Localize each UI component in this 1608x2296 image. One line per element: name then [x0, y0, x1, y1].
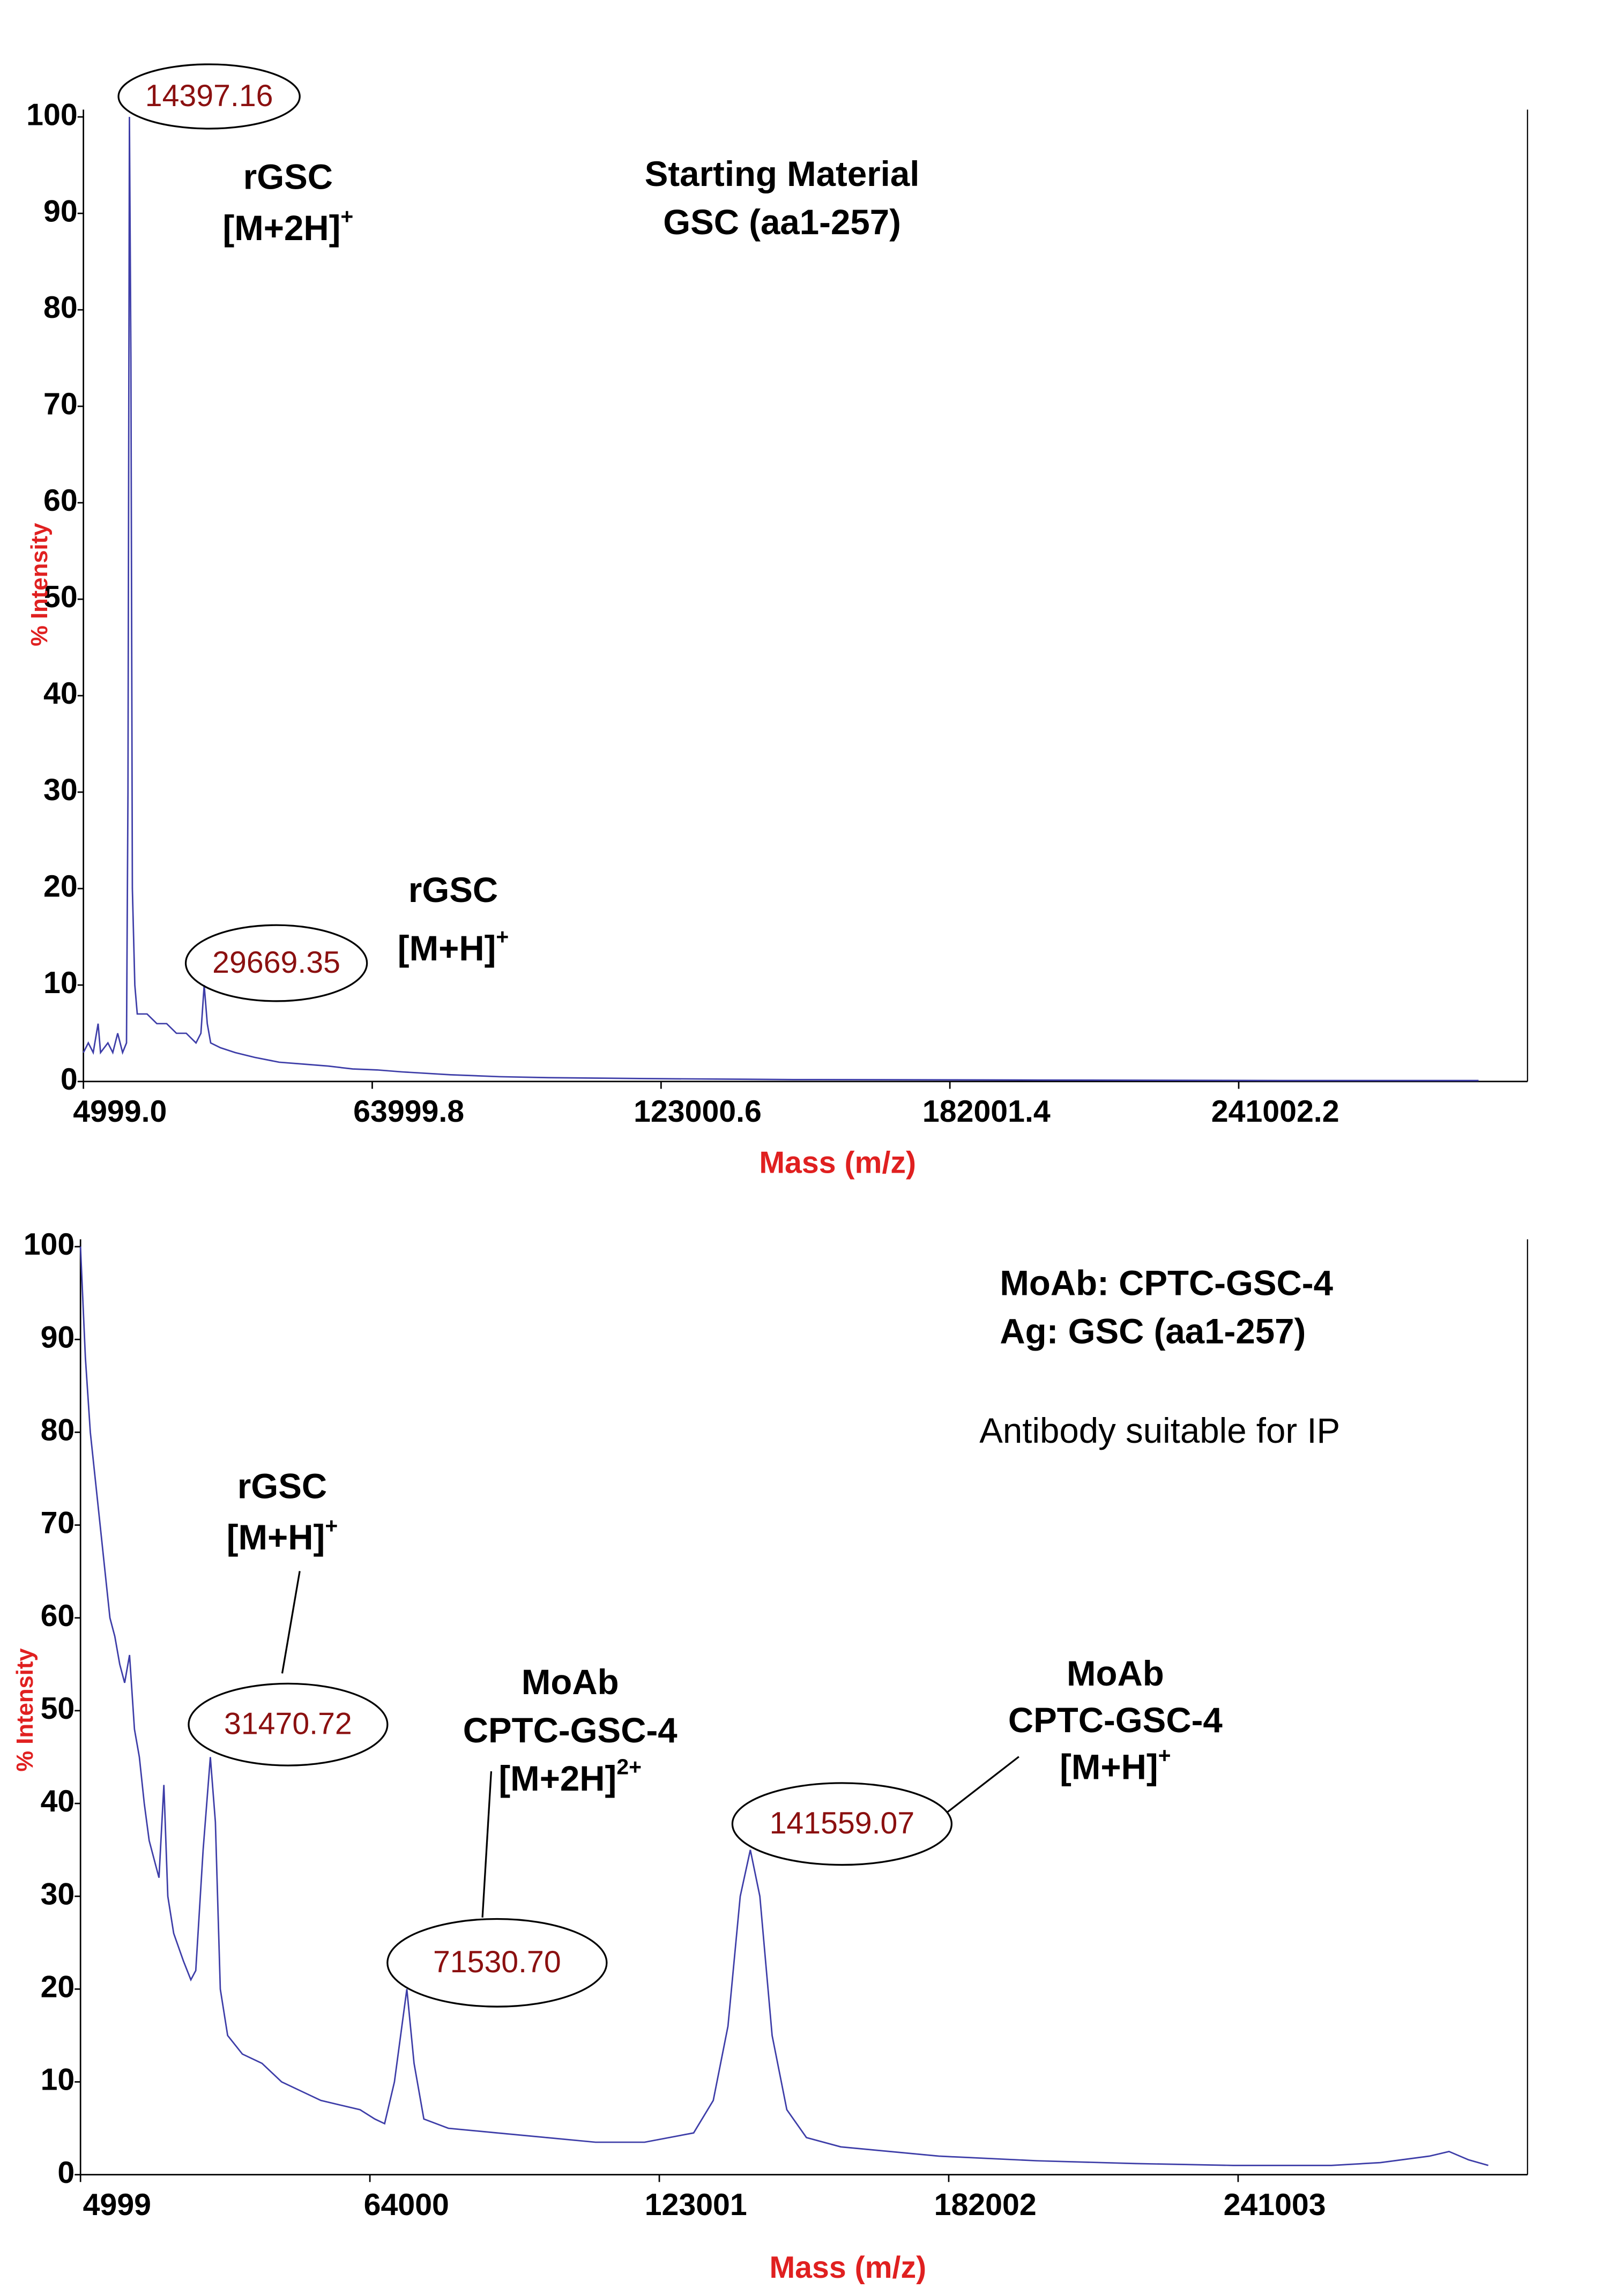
y-tick-label: 0	[61, 1062, 78, 1097]
y-tick-label: 30	[41, 1877, 75, 1911]
peak-label-ellipse	[117, 63, 301, 130]
y-tick-label: 20	[41, 1970, 75, 2004]
annotation-text: MoAb: CPTC-GSC-4	[1000, 1264, 1333, 1303]
annotation: MoAb	[1067, 1654, 1164, 1693]
x-axis-label: Mass (m/z)	[769, 2250, 926, 2285]
annotation: CPTC-GSC-4	[463, 1711, 678, 1750]
annotation-text: GSC (aa1-257)	[663, 203, 901, 242]
annotation-text: CPTC-GSC-4	[1008, 1701, 1223, 1740]
x-tick-label: 241002.2	[1211, 1094, 1339, 1129]
y-tick-label: 70	[43, 387, 78, 421]
annotation: Antibody suitable for IP	[979, 1411, 1340, 1450]
annotation-superscript: +	[496, 924, 509, 949]
x-tick-label: 4999	[83, 2188, 151, 2222]
y-tick-label: 90	[41, 1320, 75, 1354]
annotation: GSC (aa1-257)	[663, 203, 901, 242]
y-tick-label: 40	[43, 676, 78, 711]
y-tick-label: 80	[43, 290, 78, 325]
annotation-text: Antibody suitable for IP	[979, 1411, 1340, 1450]
y-tick-label: 60	[43, 483, 78, 518]
x-tick-label: 123001	[645, 2188, 747, 2222]
annotation-text: rGSC	[243, 158, 333, 197]
annotation-text: rGSC	[237, 1467, 327, 1506]
x-tick-label: 4999.0	[73, 1094, 167, 1129]
annotation-text: MoAb	[1067, 1654, 1164, 1693]
annotation: rGSC	[408, 870, 498, 910]
peak-label: 29669.35	[212, 945, 340, 980]
annotation-superscript: +	[325, 1513, 338, 1538]
x-tick-label: 241003	[1224, 2188, 1326, 2222]
peak-label-ellipse	[184, 924, 368, 1002]
y-tick-label: 0	[57, 2156, 75, 2190]
x-tick-label: 123000.6	[634, 1094, 762, 1129]
annotation: Starting Material	[645, 154, 920, 193]
y-tick-label: 70	[41, 1506, 75, 1540]
leader-line	[947, 1756, 1019, 1813]
annotation-text: Starting Material	[645, 154, 920, 193]
peak-label: 71530.70	[433, 1945, 561, 1979]
annotation-text: CPTC-GSC-4	[463, 1711, 678, 1750]
annotation: MoAb	[522, 1663, 619, 1702]
annotation-text: rGSC	[408, 870, 498, 910]
annotation-text: MoAb	[522, 1663, 619, 1702]
annotation-text: [M+H]	[1060, 1748, 1158, 1787]
peak-label-ellipse	[731, 1782, 953, 1866]
spectrum-line	[83, 117, 1479, 1082]
annotation-superscript: +	[1158, 1743, 1171, 1768]
annotation: rGSC	[237, 1467, 327, 1506]
annotation-superscript: +	[340, 204, 353, 228]
annotation: Ag: GSC (aa1-257)	[1000, 1312, 1306, 1351]
y-tick-label: 50	[41, 1691, 75, 1726]
y-tick-label: 40	[41, 1784, 75, 1818]
y-axis-label: % Intensity	[27, 523, 53, 646]
y-tick-label: 30	[43, 773, 78, 807]
spectrum-line	[79, 1247, 1488, 2166]
annotation: [M+H]+	[398, 924, 509, 968]
peak-label-ellipse	[188, 1682, 389, 1766]
y-tick-label: 100	[26, 98, 78, 132]
y-tick-label: 60	[41, 1599, 75, 1633]
peak-label-ellipse	[386, 1918, 608, 2008]
x-axis-label: Mass (m/z)	[759, 1145, 916, 1180]
annotation: [M+H]+	[227, 1513, 338, 1557]
annotation: [M+H]+	[1060, 1743, 1171, 1787]
y-tick-label: 100	[24, 1227, 75, 1262]
peak-label: 141559.07	[770, 1806, 915, 1840]
x-tick-label: 182002	[934, 2188, 1037, 2222]
annotation: MoAb: CPTC-GSC-4	[1000, 1264, 1333, 1303]
annotation-text: Ag: GSC (aa1-257)	[1000, 1312, 1306, 1351]
leader-line	[281, 1571, 301, 1674]
annotation-superscript: 2+	[616, 1754, 642, 1779]
y-tick-label: 10	[41, 2063, 75, 2097]
leader-line	[481, 1771, 493, 1918]
x-tick-label: 63999.8	[353, 1094, 464, 1129]
peak-label: 14397.16	[145, 79, 273, 113]
x-tick-label: 182001.4	[922, 1094, 1051, 1129]
annotation: rGSC	[243, 158, 333, 197]
annotation: CPTC-GSC-4	[1008, 1701, 1223, 1740]
y-tick-label: 10	[43, 966, 78, 1000]
x-tick-label: 64000	[364, 2188, 449, 2222]
annotation-text: [M+2H]	[498, 1759, 616, 1798]
annotation-text: [M+2H]	[222, 208, 340, 248]
y-tick-label: 90	[43, 194, 78, 228]
annotation-text: [M+H]	[398, 929, 496, 968]
y-axis-label: % Intensity	[12, 1648, 38, 1772]
annotation-text: [M+H]	[227, 1518, 325, 1557]
y-tick-label: 50	[43, 580, 78, 614]
annotation: [M+2H]2+	[498, 1754, 642, 1798]
peak-label: 31470.72	[224, 1707, 352, 1741]
y-tick-label: 20	[43, 869, 78, 904]
annotation: [M+2H]+	[222, 204, 353, 248]
y-tick-label: 80	[41, 1413, 75, 1448]
